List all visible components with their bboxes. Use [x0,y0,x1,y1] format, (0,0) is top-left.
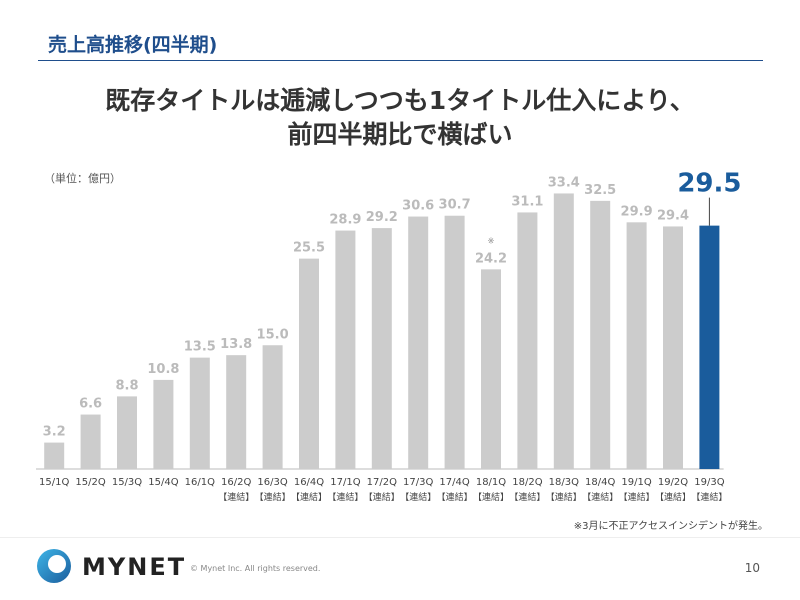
revenue-bar-chart: 3.2 15/1Q 6.6 15/2Q 8.8 15/3Q 10.8 15/4Q 13.5 16/… [36,169,741,503]
value-label-19/3Q: 29.5 [677,169,741,199]
value-label-18/2Q: 31.1 [511,194,543,209]
consolidated-label-16/4Q: 【連結】 [291,491,327,503]
bar-15/3Q [117,396,137,469]
category-label-15/4Q: 15/4Q [148,477,178,488]
section-title: 売上高推移(四半期) [48,34,218,56]
page-number: 10 [744,561,760,575]
value-label-15/2Q: 6.6 [79,397,102,412]
bar-17/2Q [371,228,392,469]
bar-15/4Q [153,379,174,469]
value-label-17/3Q: 30.6 [402,199,434,214]
value-label-18/3Q: 33.4 [548,175,580,190]
headline-line-2: 前四半期比で横ばい [287,120,513,149]
category-label-16/1Q: 16/1Q [185,477,215,488]
value-label-16/3Q: 15.0 [257,327,289,342]
consolidated-label-17/4Q: 【連結】 [437,491,473,503]
bar-15/2Q [80,414,101,469]
value-label-16/4Q: 25.5 [293,241,325,256]
category-label-17/4Q: 17/4Q [439,477,469,488]
value-label-15/4Q: 10.8 [147,362,179,377]
bar-17/1Q [335,230,356,469]
bar-note-mark: ※ [488,236,495,245]
category-label-18/2Q: 18/2Q [512,477,542,488]
consolidated-label-18/2Q: 【連結】 [509,491,545,503]
value-label-18/1Q: 24.2 [475,251,507,266]
bar-16/2Q [226,355,247,469]
bar-18/4Q [590,200,611,469]
category-label-19/2Q: 19/2Q [658,477,688,488]
category-label-19/3Q: 19/3Q [694,477,724,488]
category-label-15/1Q: 15/1Q [39,477,69,488]
value-label-19/2Q: 29.4 [657,208,689,223]
category-label-18/4Q: 18/4Q [585,477,615,488]
value-label-18/4Q: 32.5 [584,183,616,198]
consolidated-label-18/3Q: 【連結】 [546,491,582,503]
value-label-15/3Q: 8.8 [115,378,138,393]
unit-note: （単位：億円） [44,172,121,185]
category-label-16/2Q: 16/2Q [221,477,251,488]
bar-15/1Q [44,442,65,469]
bar-16/1Q [189,357,210,469]
category-label-18/1Q: 18/1Q [476,477,506,488]
value-label-16/2Q: 13.8 [220,337,252,352]
category-label-17/1Q: 17/1Q [330,477,360,488]
consolidated-label-19/3Q: 【連結】 [691,491,727,503]
bar-18/3Q [553,193,574,469]
footer [0,537,800,600]
category-label-17/3Q: 17/3Q [403,477,433,488]
bar-16/3Q [262,345,283,469]
consolidated-label-17/3Q: 【連結】 [400,491,436,503]
title-divider [38,60,763,61]
copyright: © Mynet Inc. All rights reserved. [190,564,321,573]
category-label-19/1Q: 19/1Q [621,477,651,488]
bar-18/1Q [481,269,501,469]
bar-19/3Q [699,225,720,469]
consolidated-label-16/3Q: 【連結】 [255,491,291,503]
headline-line-1: 既存タイトルは逓減しつつも1タイトル仕入により、 [105,86,695,115]
category-label-18/3Q: 18/3Q [549,477,579,488]
consolidated-label-19/2Q: 【連結】 [655,491,691,503]
value-label-17/1Q: 28.9 [329,213,361,228]
value-label-15/1Q: 3.2 [43,425,66,440]
consolidated-label-17/2Q: 【連結】 [364,491,400,503]
consolidated-label-17/1Q: 【連結】 [327,491,363,503]
headline: 既存タイトルは逓減しつつも1タイトル仕入により、 前四半期比で横ばい [0,84,800,152]
consolidated-label-19/1Q: 【連結】 [619,491,655,503]
category-label-15/2Q: 15/2Q [75,477,105,488]
bar-17/4Q [444,215,465,469]
logo-wordmark: MYNET [82,553,187,581]
mynet-ring-logo-icon [37,549,71,583]
value-label-19/1Q: 29.9 [621,204,653,219]
consolidated-label-18/1Q: 【連結】 [473,491,509,503]
category-label-15/3Q: 15/3Q [112,477,142,488]
bar-17/3Q [408,216,429,469]
value-label-17/2Q: 29.2 [366,210,398,225]
value-label-16/1Q: 13.5 [184,340,216,355]
category-label-16/4Q: 16/4Q [294,477,324,488]
bar-18/2Q [517,212,538,470]
category-label-16/3Q: 16/3Q [257,477,287,488]
consolidated-label-18/4Q: 【連結】 [582,491,618,503]
consolidated-label-16/2Q: 【連結】 [218,491,254,503]
bar-19/1Q [626,222,647,469]
footnote: ※3月に不正アクセスインシデントが発生。 [573,521,768,532]
bar-16/4Q [299,258,319,469]
bar-19/2Q [663,226,683,469]
value-label-17/4Q: 30.7 [439,198,471,213]
category-label-17/2Q: 17/2Q [367,477,397,488]
